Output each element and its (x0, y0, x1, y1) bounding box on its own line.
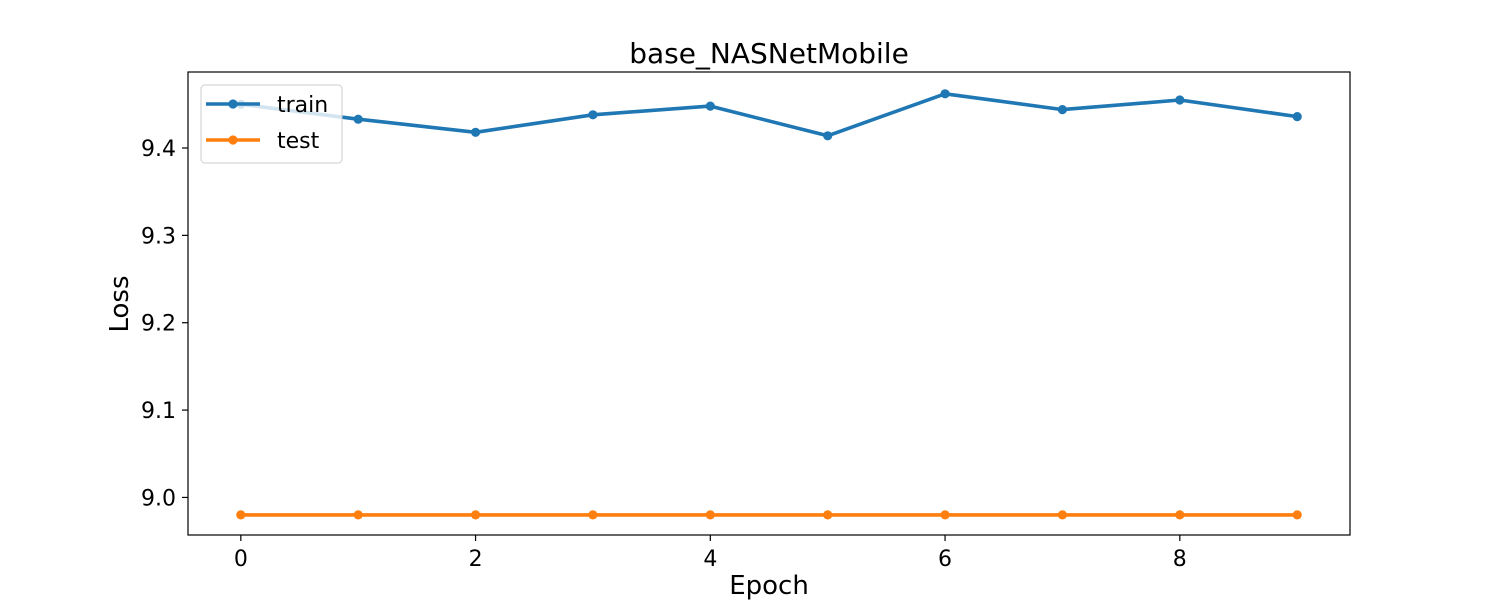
data-point-test (1175, 510, 1185, 520)
data-point-train (705, 101, 715, 111)
data-point-test (353, 510, 363, 520)
y-tick-label: 9.2 (141, 312, 176, 337)
y-tick-label: 9.4 (141, 137, 176, 162)
data-point-test (705, 510, 715, 520)
x-tick-label: 0 (234, 547, 248, 572)
data-point-train (353, 114, 363, 124)
data-point-train (1292, 112, 1302, 122)
y-tick-label: 9.3 (141, 224, 176, 249)
data-point-test (1057, 510, 1067, 520)
data-point-train (471, 127, 481, 137)
data-point-test (471, 510, 481, 520)
data-point-train (1057, 105, 1067, 115)
data-point-train (940, 89, 950, 99)
data-point-train (588, 110, 598, 120)
data-point-test (823, 510, 833, 520)
x-tick-label: 8 (1173, 547, 1187, 572)
x-tick-label: 4 (703, 547, 717, 572)
x-tick-label: 2 (469, 547, 483, 572)
series-layer (236, 89, 1302, 520)
series-line-train (239, 92, 1299, 138)
legend-marker-test (228, 135, 238, 145)
x-axis: 0 2 4 6 8 (234, 535, 1187, 572)
data-point-train (823, 131, 833, 141)
legend: train test (200, 84, 343, 164)
data-point-test (236, 510, 246, 520)
legend-marker-train (228, 99, 238, 109)
y-tick-label: 9.0 (141, 486, 176, 511)
y-axis: 9.0 9.1 9.2 9.3 9.4 (141, 137, 188, 511)
data-point-test (588, 510, 598, 520)
legend-label-test: test (277, 129, 320, 154)
y-axis-label: Loss (105, 275, 135, 332)
chart-title: base_NASNetMobile (629, 37, 909, 70)
plot-frame (187, 71, 1351, 536)
data-point-train (1175, 95, 1185, 105)
y-tick-label: 9.1 (141, 399, 176, 424)
data-point-test (1292, 510, 1302, 520)
x-tick-label: 6 (938, 547, 952, 572)
legend-label-train: train (277, 93, 328, 118)
data-point-test (940, 510, 950, 520)
x-axis-label: Epoch (729, 571, 809, 600)
